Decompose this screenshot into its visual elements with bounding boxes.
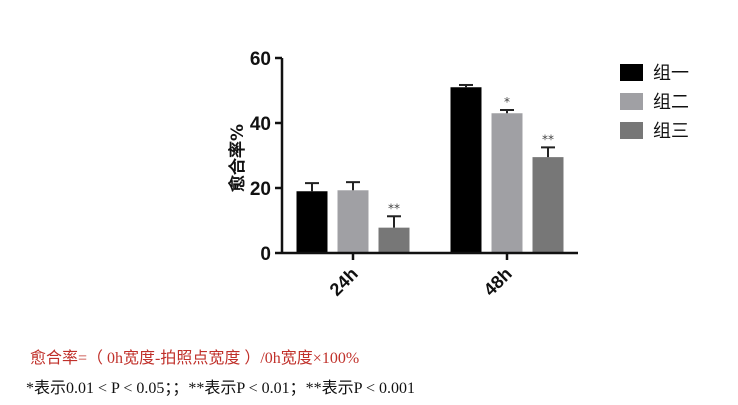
formula-note: 愈合率=（ 0h宽度-拍照点宽度 ）/0h宽度×100% — [30, 350, 360, 367]
bar — [491, 113, 523, 253]
bar — [296, 191, 328, 253]
legend-swatch — [620, 122, 643, 139]
significance-marker: * — [504, 95, 510, 109]
y-tick-label: 0 — [260, 244, 271, 265]
legend-swatch — [620, 93, 643, 110]
legend-label: 组三 — [653, 121, 689, 142]
bar — [450, 87, 482, 253]
bar — [378, 227, 410, 253]
x-axis: 24h 48h — [282, 251, 578, 300]
y-axis-label: 愈合率% — [227, 124, 248, 192]
x-tick-label: 24h — [326, 264, 362, 300]
legend-label: 组二 — [653, 92, 689, 113]
legend-swatch — [620, 64, 643, 81]
y-axis: 0 20 40 60 — [250, 49, 284, 265]
bar — [532, 157, 564, 253]
y-tick-label: 40 — [250, 114, 271, 135]
significance-marker: ** — [542, 132, 554, 146]
significance-note: *表示0.01 < P < 0.05；；**表示P < 0.01；**表示P <… — [26, 380, 416, 397]
bars: ***** — [296, 83, 564, 253]
x-tick-label: 48h — [480, 264, 516, 300]
bar — [337, 190, 369, 253]
significance-marker: ** — [388, 201, 400, 215]
y-tick-label: 60 — [250, 49, 271, 70]
legend-label: 组一 — [653, 63, 689, 84]
y-tick-label: 20 — [250, 179, 271, 200]
